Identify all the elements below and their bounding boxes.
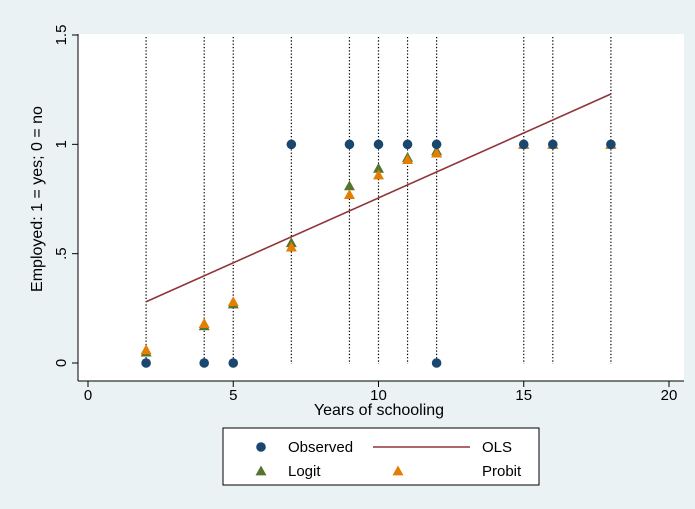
y-tick-label: .5	[53, 247, 70, 260]
observed-point	[373, 139, 384, 150]
observed-point	[548, 139, 558, 150]
observed-point	[199, 358, 209, 368]
x-tick-label: 20	[661, 387, 678, 404]
legend-label-logit: Logit	[288, 463, 321, 480]
y-tick-label: 1	[53, 140, 70, 148]
legend-label-observed: Observed	[288, 439, 353, 456]
probit-point	[140, 344, 152, 355]
x-tick-label: 10	[370, 387, 387, 404]
probit-point	[373, 169, 384, 180]
observed-point	[344, 139, 355, 150]
observed-point	[431, 139, 442, 150]
ols-line	[145, 93, 612, 303]
observed-point	[518, 139, 529, 150]
legend-marker-observed	[256, 442, 266, 452]
observed-point	[606, 139, 616, 150]
logit-point	[343, 180, 355, 191]
probit-point	[402, 154, 414, 165]
observed-point	[431, 358, 442, 368]
legend-label-probit: Probit	[482, 463, 522, 480]
x-tick-label: 0	[84, 387, 92, 404]
legend: Observed OLS Logit Probit	[222, 427, 540, 486]
observed-point	[228, 358, 239, 368]
x-tick-label: 15	[515, 387, 532, 404]
observed-point	[141, 358, 151, 368]
y-axis-title: Employed: 1 = yes; 0 = no	[29, 106, 46, 292]
probit-point	[431, 147, 443, 158]
legend-marker-probit	[392, 465, 404, 476]
y-tick-label: 0	[53, 359, 70, 367]
x-tick-label: 5	[229, 387, 237, 404]
x-axis: 0 5 10 15 20	[78, 380, 684, 404]
legend-label-ols: OLS	[482, 439, 512, 456]
data-marks	[140, 93, 617, 368]
legend-box	[222, 427, 540, 486]
probit-point	[227, 296, 239, 307]
probit-point	[343, 189, 355, 200]
logit-point	[373, 162, 384, 173]
observed-point	[286, 139, 297, 150]
legend-marker-logit	[255, 465, 267, 476]
y-tick-label: 1.5	[53, 25, 70, 46]
probit-point	[198, 318, 210, 329]
plot-area	[78, 34, 684, 381]
probit-point	[285, 241, 297, 252]
observed-point	[402, 139, 413, 150]
x-axis-title: Years of schooling	[314, 402, 444, 419]
y-axis: 0 .5 1 1.5	[53, 25, 79, 381]
